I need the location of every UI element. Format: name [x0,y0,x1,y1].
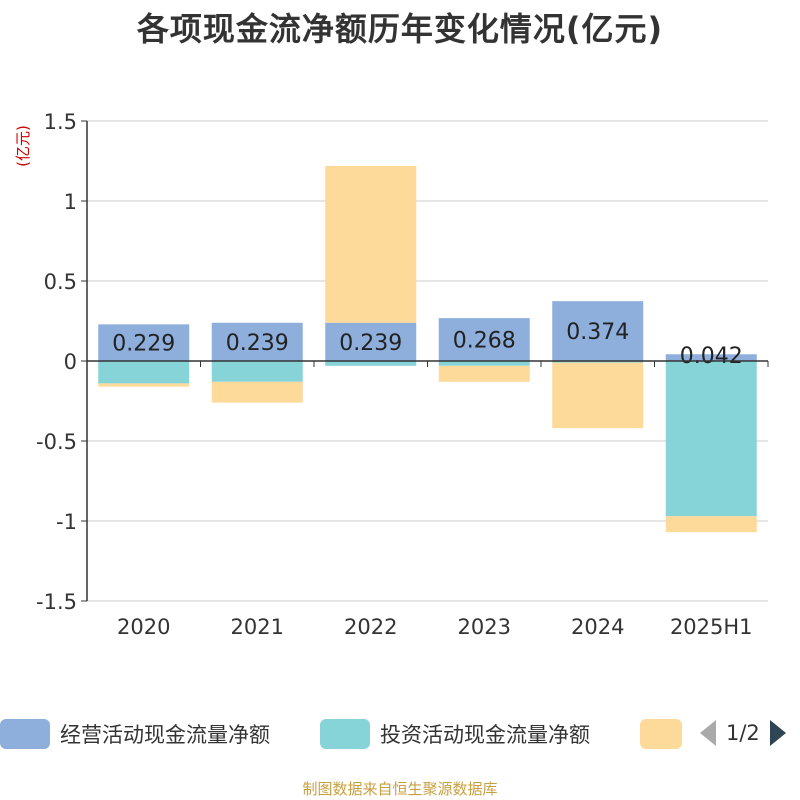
bar-investing-2023 [438,361,530,366]
y-tick-label: -0.5 [36,430,77,454]
bar-operating-2023 [438,318,530,361]
chart-title: 各项现金流净额历年变化情况(亿元) [136,10,664,48]
x-tick-label: 2023 [458,615,511,639]
bar-operating-2022 [325,322,417,361]
bar-operating-2024 [552,301,644,361]
cash-flow-chart: 1.5 1 0.5 0 -0.5 -1 -1.5 (亿元) 0.229 0.239 0.239 0.2… [14,110,769,639]
bar-investing-2025H1 [665,361,757,517]
bar-financing-2023 [438,365,530,382]
y-tick-label: -1.5 [36,590,77,614]
bar-investing-2022 [325,361,417,366]
legend-swatch-operating [0,719,50,749]
legend-item-operating[interactable]: 经营活动现金流量净额 [0,716,270,752]
bar-operating-2025H1 [665,354,757,361]
bar-financing-2025H1 [665,516,757,533]
bar-investing-2024 [552,361,644,363]
legend-item-investing[interactable]: 投资活动现金流量净额 [320,716,590,752]
bar-financing-2024 [552,362,644,429]
y-tick-label: -1 [56,510,77,534]
data-source-note: 制图数据来自恒生聚源数据库 [302,780,498,798]
legend-prev-arrow-icon[interactable] [700,720,716,746]
y-tick-label: 1 [64,190,77,214]
bar-financing-2022 [325,165,417,323]
legend-next-arrow-icon[interactable] [769,720,786,746]
x-tick-label: 2025H1 [670,615,753,639]
x-tick-label: 2022 [344,615,397,639]
legend-swatch-third [640,719,682,749]
y-axis-label: (亿元) [14,125,32,167]
bar-financing-2021 [211,381,303,403]
data-label: 0.268 [453,329,516,354]
bar-operating-2020 [98,324,190,361]
data-label: 0.239 [226,331,289,356]
data-label: 0.239 [339,331,402,356]
data-label: 0.374 [566,320,629,345]
x-tick-label: 2020 [117,615,170,639]
bar-investing-2021 [211,361,303,382]
x-tick-label: 2021 [231,615,284,639]
bar-investing-2020 [98,361,190,384]
bar-financing-2020 [98,383,190,387]
legend-pager: 1/2 [700,720,786,746]
legend-swatch-investing [320,719,370,749]
legend-item-third[interactable] [640,716,682,752]
data-label: 0.042 [680,344,743,369]
y-tick-label: 0.5 [44,270,77,294]
legend: 经营活动现金流量净额 投资活动现金流量净额 1/2 [0,716,800,756]
data-label: 0.229 [112,332,175,357]
y-tick-label: 1.5 [44,110,77,134]
legend-label-operating: 经营活动现金流量净额 [60,723,270,747]
y-tick-label: 0 [64,350,77,374]
legend-page-indicator: 1/2 [726,721,760,745]
legend-label-investing: 投资活动现金流量净额 [380,723,590,747]
x-tick-label: 2024 [571,615,624,639]
bar-operating-2021 [211,322,303,361]
